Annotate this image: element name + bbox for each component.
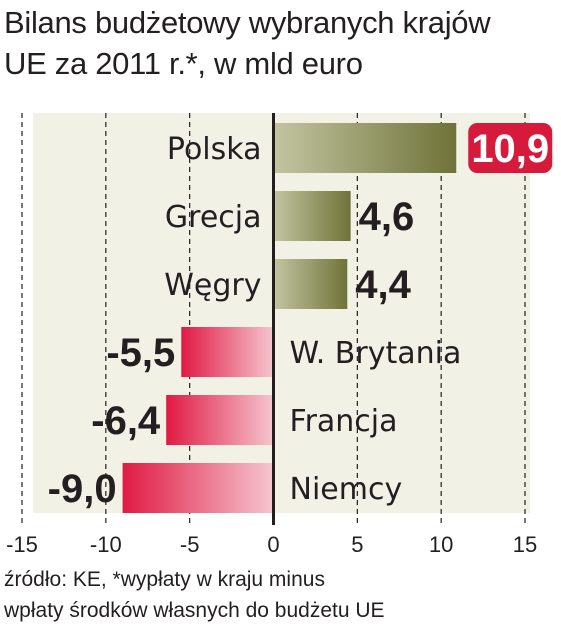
x-tick-label: 0	[267, 532, 279, 557]
bar-wegry	[273, 259, 348, 309]
category-label-niemcy: Niemcy	[290, 472, 403, 507]
bar-francja	[166, 395, 274, 445]
x-tick-label: -10	[90, 532, 122, 557]
value-label-grecja: 4,6	[359, 195, 415, 239]
bar-chart: Polska Grecja Węgry W. Brytania Francja Niemc…	[6, 113, 553, 557]
highlight-badge	[468, 123, 553, 173]
x-axis-ticks: -15 -10 -5 0 5 10 15	[6, 532, 537, 557]
x-tick-label: -5	[180, 532, 200, 557]
x-tick-label: 10	[429, 532, 453, 557]
value-label-wegry: 4,4	[355, 263, 411, 307]
value-label-w-brytania: -5,5	[106, 331, 175, 375]
value-label-francja: -6,4	[91, 399, 161, 443]
value-labels: 10,9 4,6 4,4 -5,5 -6,4 -9,0	[48, 123, 553, 511]
x-tick-label: 15	[513, 532, 537, 557]
chart-title-line-2: UE za 2011 r.*, w mld euro	[4, 46, 363, 81]
category-label-w-brytania: W. Brytania	[290, 336, 462, 371]
category-label-polska: Polska	[167, 132, 262, 167]
chart-title: Bilans budżetowy wybranych krajów UE za …	[4, 2, 491, 84]
bars	[122, 123, 457, 513]
source-note: źródło: KE, *wypłaty w kraju minus wpłat…	[4, 564, 385, 626]
value-label-polska: 10,9	[471, 127, 549, 171]
category-label-wegry: Węgry	[164, 268, 261, 303]
category-label-grecja: Grecja	[165, 200, 262, 235]
source-note-line-2: wpłaty środków własnych do budżetu UE	[4, 599, 385, 622]
x-tick-label: 5	[351, 532, 363, 557]
category-label-francja: Francja	[290, 404, 398, 439]
gridlines	[21, 113, 526, 525]
x-tick-label: -15	[6, 532, 38, 557]
source-note-line-1: źródło: KE, *wypłaty w kraju minus	[4, 568, 325, 591]
plot-panel	[33, 113, 530, 513]
bar-w-brytania	[181, 327, 274, 377]
value-label-niemcy: -9,0	[48, 467, 117, 511]
bar-polska	[273, 123, 457, 173]
category-labels: Polska Grecja Węgry W. Brytania Francja Niemc…	[164, 132, 461, 507]
chart-title-line-1: Bilans budżetowy wybranych krajów	[4, 5, 491, 40]
bar-niemcy	[122, 463, 274, 513]
bar-grecja	[273, 191, 351, 241]
